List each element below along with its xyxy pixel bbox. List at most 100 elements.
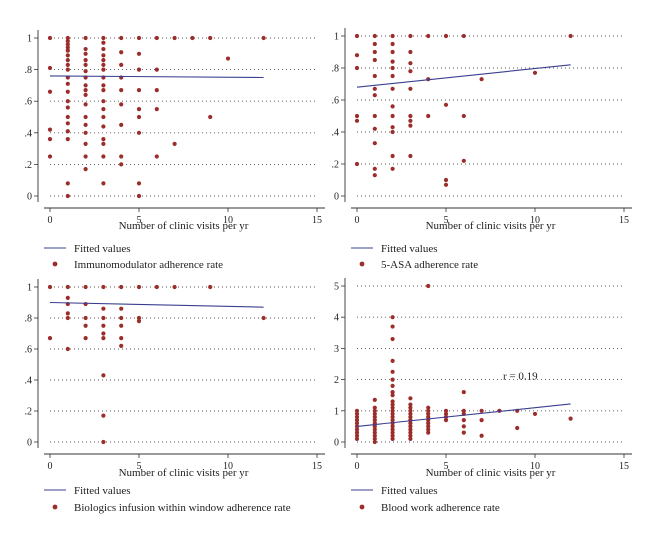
y-tick-label: .6 [25, 345, 33, 356]
data-point [101, 154, 106, 159]
data-point [65, 193, 70, 199]
legend-scatter-label: Immunomodulator adherence rate [74, 259, 223, 271]
data-point [101, 413, 106, 418]
data-point [83, 62, 88, 67]
data-point [101, 137, 106, 142]
data-point [461, 33, 466, 39]
data-point [136, 67, 142, 72]
data-point [390, 59, 395, 64]
fitted-line [356, 403, 571, 427]
data-point [119, 88, 124, 93]
data-point [443, 418, 449, 423]
data-point [101, 284, 106, 290]
legend-scatter-swatch [359, 504, 365, 510]
data-point [372, 93, 377, 98]
data-point [390, 33, 395, 39]
data-point [461, 424, 466, 429]
data-point [372, 427, 377, 432]
data-point [119, 62, 124, 67]
data-point [119, 50, 124, 55]
legend-scatter-label: Blood work adherence rate [381, 502, 500, 514]
data-point [479, 418, 484, 423]
data-point [408, 421, 413, 426]
data-point [426, 424, 431, 429]
legend-scatter-label: Biologics infusion within window adheren… [74, 502, 291, 514]
data-point [172, 35, 177, 41]
data-point [154, 107, 159, 112]
data-point [101, 124, 106, 129]
x-tick-label: 15 [619, 461, 629, 472]
data-point [101, 67, 106, 72]
data-point [479, 433, 484, 438]
data-point [83, 83, 88, 88]
data-point [372, 408, 377, 413]
data-point [408, 424, 413, 429]
data-point [354, 414, 360, 420]
data-point [390, 433, 395, 438]
data-point [390, 377, 395, 382]
data-point [408, 61, 413, 66]
data-point [65, 35, 70, 41]
y-tick-label: .4 [25, 128, 33, 139]
data-point [101, 88, 106, 93]
data-point [83, 69, 88, 74]
data-point [101, 107, 106, 112]
data-point [443, 182, 449, 187]
data-point [225, 56, 231, 61]
y-tick-label: 1 [27, 283, 32, 294]
x-tick-label: 5 [137, 215, 142, 226]
data-point [83, 130, 88, 135]
data-point [119, 343, 124, 348]
panel-blood-work: 0 1 2 3 4 5 0 5 10 15 Number of clinic visits per … [334, 278, 632, 514]
data-point [372, 411, 377, 417]
data-point [47, 154, 53, 159]
data-point [354, 53, 360, 58]
x-tick-label: 10 [530, 461, 540, 472]
data-point [65, 62, 70, 67]
data-point [408, 411, 413, 417]
data-point [390, 153, 395, 159]
data-point [65, 346, 70, 352]
data-point [372, 436, 377, 441]
data-point [479, 77, 484, 82]
legend-fitted-label: Fitted values [74, 485, 131, 497]
data-point [119, 122, 124, 127]
data-point [136, 35, 142, 41]
data-point [136, 51, 142, 56]
data-point [390, 405, 395, 410]
data-point [83, 58, 88, 63]
data-point [83, 167, 88, 172]
data-point [190, 35, 195, 41]
data-point [136, 319, 142, 324]
data-point [390, 436, 395, 441]
data-point [65, 311, 70, 316]
data-point [65, 58, 70, 63]
data-point [408, 402, 413, 407]
data-point [83, 92, 88, 97]
data-point [65, 137, 70, 142]
x-axis-label: Number of clinic visits per yr [119, 220, 249, 232]
y-tick-label: 1 [27, 34, 32, 45]
data-point [47, 89, 53, 94]
data-point [390, 424, 395, 429]
data-point [372, 73, 377, 79]
data-point [136, 315, 142, 321]
data-point [408, 123, 413, 128]
data-point [101, 141, 106, 146]
data-point [65, 129, 70, 134]
data-point [65, 42, 70, 47]
data-point [443, 411, 449, 417]
data-point [443, 177, 449, 183]
data-point [65, 45, 70, 50]
data-point [568, 416, 573, 421]
data-point [354, 418, 360, 423]
x-tick-label: 10 [223, 461, 233, 472]
data-point [154, 154, 159, 159]
data-point [426, 430, 431, 435]
data-point [172, 284, 177, 290]
correlation-annotation: r = 0.19 [503, 371, 538, 383]
x-tick-label: 0 [355, 461, 360, 472]
data-point [83, 35, 88, 41]
